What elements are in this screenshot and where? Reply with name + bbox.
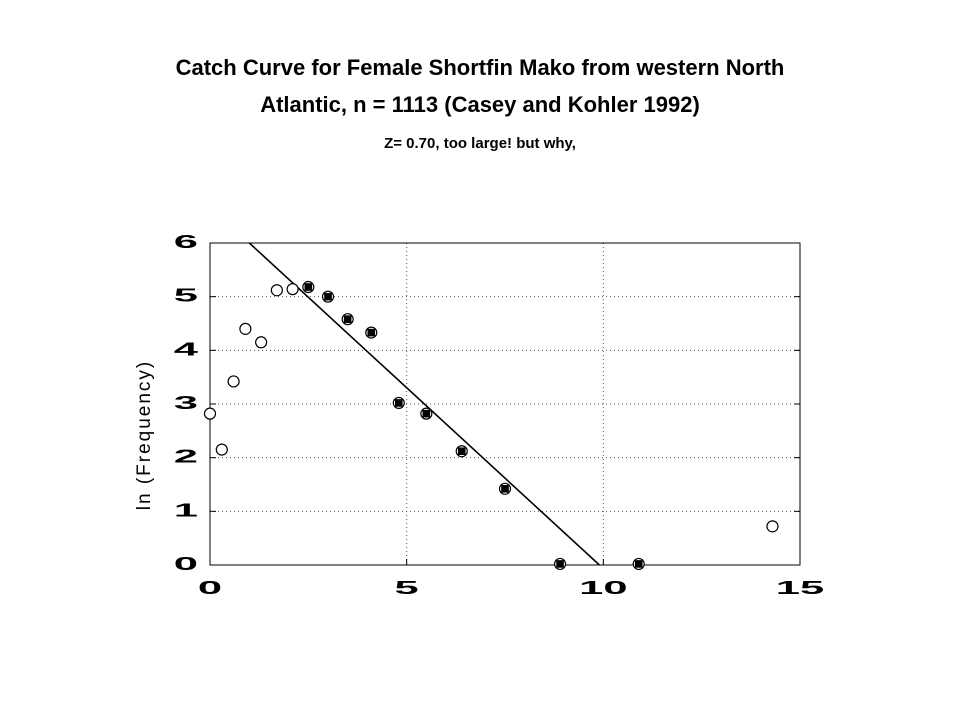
data-point-filled-square [501, 484, 509, 493]
y-tick-label: 1 [174, 500, 198, 521]
data-point-filled [455, 445, 468, 458]
data-point-filled-square [324, 292, 332, 301]
y-tick-label: 2 [174, 446, 198, 467]
data-point-filled-square [343, 315, 352, 324]
data-point-open [255, 336, 268, 349]
x-tick-label: 5 [395, 578, 419, 599]
chart-title-line-2: Atlantic, n = 1113 (Casey and Kohler 199… [260, 92, 700, 117]
y-tick-label: 5 [174, 285, 198, 306]
x-tick-label: 10 [579, 578, 627, 599]
data-point-open [766, 520, 779, 533]
data-point-open [270, 284, 283, 297]
data-point-filled-square [367, 328, 376, 337]
data-point-filled [498, 482, 512, 495]
data-point-filled [302, 280, 315, 294]
x-tick-label: 15 [776, 578, 824, 599]
data-point-filled-square [556, 560, 564, 568]
chart-subtitle: Z= 0.70, too large! but why, [384, 135, 576, 152]
data-point-filled-square [634, 560, 643, 568]
data-point-filled [341, 313, 354, 326]
x-tick-label: 0 [198, 578, 222, 599]
data-point-open [286, 283, 299, 296]
data-point-filled-square [422, 409, 431, 418]
y-tick-label: 3 [174, 393, 198, 414]
data-point-open [227, 375, 240, 388]
fitted-regression-line [248, 243, 600, 565]
y-tick-label: 0 [174, 554, 198, 575]
y-tick-label: 6 [174, 232, 198, 253]
data-point-open [215, 443, 228, 456]
data-point-open [203, 407, 217, 420]
y-tick-label: 4 [174, 339, 199, 360]
data-point-filled-square [395, 399, 403, 407]
data-point-open [239, 322, 252, 335]
chart-title-line-1: Catch Curve for Female Shortfin Mako fro… [175, 55, 785, 80]
data-point-filled-square [457, 447, 466, 456]
data-point-filled [632, 557, 645, 571]
data-point-filled [553, 557, 567, 571]
data-point-filled-square [304, 283, 313, 291]
data-point-filled [365, 326, 378, 339]
data-point-filled [420, 407, 433, 420]
y-axis-label: ln (Frequency) [134, 360, 155, 511]
data-point-filled [321, 290, 335, 303]
data-point-filled [392, 396, 405, 410]
